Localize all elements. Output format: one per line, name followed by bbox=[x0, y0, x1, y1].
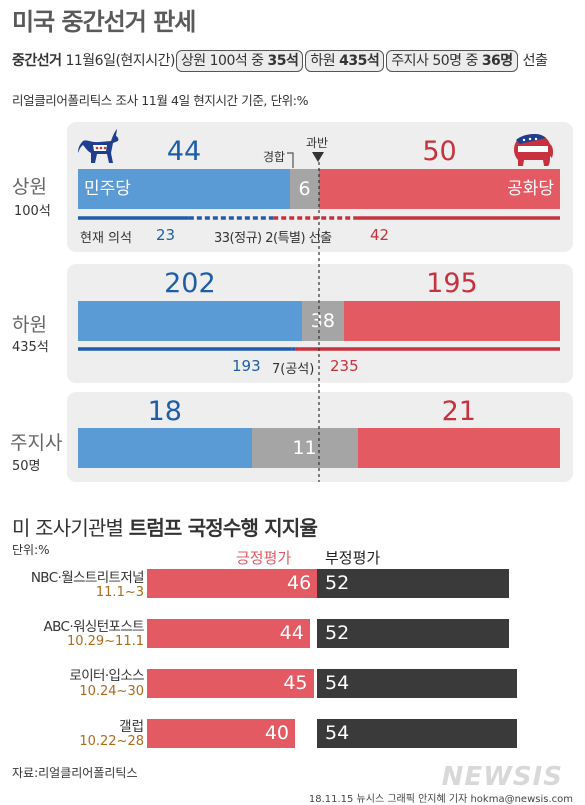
senate-rep-segment bbox=[319, 169, 560, 209]
approval-unit: 단위:% bbox=[12, 543, 50, 557]
approve-value: 45 bbox=[283, 672, 308, 694]
senate-current-middle: 33(정규) 2(특별) 선출 bbox=[214, 231, 332, 246]
governor-rep-segment bbox=[357, 428, 560, 468]
house-label: 하원 bbox=[12, 314, 47, 336]
governor-pill: 주지사 50명 중 36명 bbox=[386, 50, 518, 72]
approval-row-dates: 10.29~11.1 bbox=[66, 634, 144, 649]
down-triangle-icon bbox=[312, 152, 324, 162]
approval-section-title: 미 조사기관별 트럼프 국정수행 지지율 bbox=[12, 512, 318, 541]
approval-row-dates: 11.1~3 bbox=[95, 585, 144, 600]
house-rep-segment bbox=[343, 301, 560, 341]
house-sublabel: 435석 bbox=[12, 340, 49, 355]
approval-row-label: 갤럽 bbox=[119, 719, 144, 735]
approval-row-dates: 10.22~28 bbox=[79, 734, 144, 749]
house-tossup-segment bbox=[301, 301, 344, 341]
majority-dotted-line bbox=[318, 162, 320, 482]
subtitle-line: 중간선거 11월6일(현지시간) 상원 100석 중 35석 하원 435석 주지사 … bbox=[12, 50, 548, 72]
approve-bar bbox=[147, 669, 314, 698]
governor-tossup-value: 11 bbox=[292, 437, 317, 459]
house-current-dem: 193 bbox=[232, 357, 261, 375]
disapprove-bar bbox=[317, 719, 517, 748]
house-current-middle: 7(공석) bbox=[272, 362, 315, 377]
approve-bar bbox=[147, 569, 318, 598]
governor-sublabel: 50명 bbox=[12, 459, 41, 474]
approval-row-label: NBC·월스트리트저널 bbox=[30, 570, 145, 586]
governor-dem-value: 18 bbox=[147, 396, 182, 427]
subtitle-date: 11월6일(현지시간) bbox=[65, 53, 175, 69]
governor-pill-prefix: 주지사 50명 중 bbox=[391, 53, 478, 69]
senate-tossup-value: 6 bbox=[298, 178, 311, 200]
senate-label: 상원 bbox=[12, 176, 47, 198]
dem-party-label: 민주당 bbox=[84, 179, 131, 199]
senate-dem-value: 44 bbox=[166, 136, 202, 167]
approve-value: 40 bbox=[264, 722, 289, 744]
senate-current-dem: 23 bbox=[156, 226, 176, 244]
governor-tossup-segment bbox=[251, 428, 358, 468]
house-pill-value: 435석 bbox=[339, 53, 380, 69]
senate-seat-bar: 민주당 공화당 6 bbox=[78, 169, 560, 209]
source-note: 리얼클리어폴리틱스 조사 11월 4일 현지시간 기준, 단위:% bbox=[12, 93, 309, 108]
tossup-label: 경합 bbox=[263, 150, 286, 164]
house-pill: 하원 435석 bbox=[305, 50, 385, 72]
approve-value: 46 bbox=[287, 572, 312, 594]
approve-bar bbox=[147, 719, 295, 748]
page-title: 미국 중간선거 판세 bbox=[12, 8, 196, 36]
credit-line: 18.11.15 뉴시스 그래픽 안지혜 기자 hokma@newsis.com bbox=[308, 794, 573, 805]
disapprove-value: 52 bbox=[325, 572, 350, 594]
senate-pill-prefix: 상원 100석 중 bbox=[180, 53, 264, 69]
current-seats-label: 현재 의석 bbox=[80, 231, 132, 246]
subtitle-lead: 중간선거 bbox=[12, 53, 62, 69]
house-dem-value: 202 bbox=[164, 268, 216, 299]
senate-pill: 상원 100석 중 35석 bbox=[175, 50, 304, 72]
rep-party-label: 공화당 bbox=[507, 179, 554, 199]
house-rep-value: 195 bbox=[426, 268, 478, 299]
elephant-icon bbox=[514, 134, 554, 166]
governor-dem-segment bbox=[78, 428, 252, 468]
disapprove-value: 52 bbox=[325, 622, 350, 644]
governor-label: 주지사 bbox=[10, 432, 63, 454]
senate-rep-value: 50 bbox=[422, 136, 457, 167]
senate-current-rep: 42 bbox=[370, 226, 390, 244]
governor-rep-value: 21 bbox=[441, 396, 476, 427]
donkey-icon bbox=[78, 129, 119, 163]
tossup-bracket bbox=[287, 152, 294, 168]
newsis-logo: NEWSIS bbox=[441, 762, 563, 792]
senate-sublabel: 100석 bbox=[14, 204, 51, 219]
governor-pill-value: 36명 bbox=[481, 53, 513, 69]
senate-dem-segment bbox=[78, 169, 291, 209]
senate-current-seats-line bbox=[78, 216, 560, 220]
majority-label: 과반 bbox=[306, 136, 329, 150]
senate-tossup-segment bbox=[290, 169, 319, 209]
approval-row-label: ABC·워싱턴포스트 bbox=[43, 619, 145, 635]
house-current-seats-line bbox=[78, 347, 560, 351]
disapprove-value: 54 bbox=[325, 672, 350, 694]
disapprove-bar bbox=[317, 619, 510, 648]
disapprove-bar bbox=[317, 669, 517, 698]
approve-value: 44 bbox=[279, 622, 304, 644]
house-seat-bar: 38 bbox=[78, 301, 560, 341]
approve-legend: 긍정평가 bbox=[236, 549, 292, 567]
approval-row-dates: 10.24~30 bbox=[79, 684, 144, 699]
house-tossup-value: 38 bbox=[310, 310, 335, 332]
source-footer: 자료:리얼클리어폴리틱스 bbox=[12, 766, 138, 780]
approval-title-plain: 미 조사기관별 bbox=[12, 516, 124, 540]
house-current-rep: 235 bbox=[330, 357, 359, 375]
senate-pill-value: 35석 bbox=[267, 53, 299, 69]
disapprove-value: 54 bbox=[325, 722, 350, 744]
house-pill-prefix: 하원 bbox=[310, 53, 336, 69]
approval-row-label: 로이터·입소스 bbox=[69, 668, 144, 684]
approval-title-bold: 트럼프 국정수행 지지율 bbox=[128, 516, 318, 540]
disapprove-legend: 부정평가 bbox=[325, 549, 381, 567]
approve-bar bbox=[147, 619, 310, 648]
governor-seat-bar: 11 bbox=[78, 428, 560, 468]
house-dem-segment bbox=[78, 301, 302, 341]
disapprove-bar bbox=[317, 569, 510, 598]
subtitle-tail: 선출 bbox=[522, 53, 548, 69]
